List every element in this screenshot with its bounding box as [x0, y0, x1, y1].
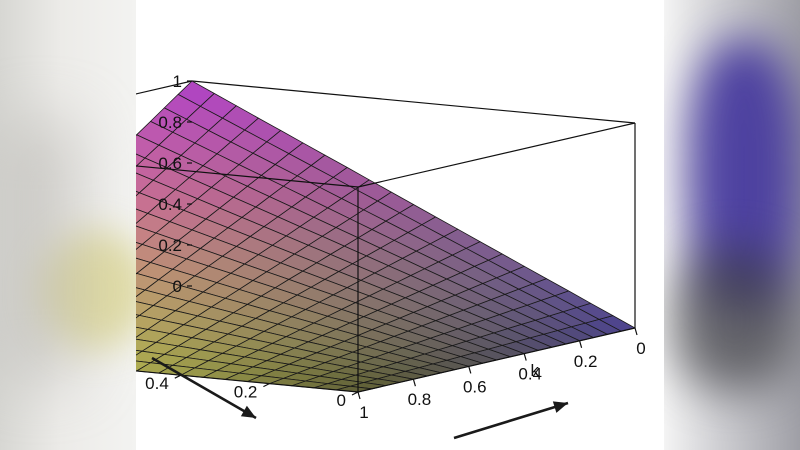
- box-edge-back-1: [191, 80, 636, 124]
- n-tick-label: 0.4: [145, 374, 169, 393]
- surface-cell: [136, 272, 160, 291]
- box-edge-front-1: [357, 122, 636, 188]
- surface-cell: [136, 349, 143, 356]
- surface-cell: [136, 328, 171, 343]
- surface-cell: [136, 192, 162, 214]
- k-tick-label: 1: [359, 403, 368, 422]
- k-tick-label: 0.4: [518, 365, 542, 384]
- surface-cell: [136, 314, 162, 330]
- box-edge-back-2: [136, 80, 193, 95]
- surface-cell: [136, 301, 154, 316]
- arrow-right: [453, 401, 569, 440]
- surface-cell: [136, 212, 171, 234]
- surface-cell: [136, 243, 165, 263]
- k-axis-label: k: [531, 361, 540, 380]
- surface-cell: [136, 208, 149, 224]
- blurred-left-panel: [0, 0, 136, 450]
- surface-cell: [136, 134, 160, 159]
- k-tick-label: 0.6: [463, 377, 487, 396]
- k-tick-mark: [579, 340, 583, 348]
- surface-cell: [136, 272, 138, 275]
- surface-cell: [136, 172, 154, 194]
- surface-cell: [136, 190, 140, 197]
- k-tick-label: 0.2: [574, 352, 598, 371]
- surface-cell: [136, 314, 140, 319]
- z-tick-label: 0.6: [158, 154, 182, 173]
- arrow-left: [151, 356, 257, 420]
- box-edge-front-2: [136, 165, 359, 188]
- surface-chart: 00.20.40.60.8110.80.60.40.20n10.80.60.40…: [136, 72, 646, 440]
- surface-cell: [136, 360, 151, 372]
- surface-cell: [136, 287, 146, 298]
- n-tick-mark: [174, 374, 182, 379]
- n-tick-mark: [351, 391, 359, 396]
- surface-cell: [136, 338, 157, 352]
- k-tick-mark: [412, 379, 416, 387]
- arrow-right-head: [552, 401, 568, 413]
- surface-cell: [136, 242, 143, 250]
- surface-cell: [136, 326, 149, 338]
- box-edge-front-6: [136, 370, 359, 393]
- surface-cell: [136, 157, 168, 181]
- n-tick-mark: [263, 383, 270, 388]
- surface-cell: [136, 289, 168, 306]
- surface-cell: [136, 257, 151, 274]
- z-tick-label: 0: [173, 277, 182, 296]
- z-tick-label: 0.4: [158, 195, 182, 214]
- k-tick-mark: [634, 327, 638, 336]
- k-tick-mark: [523, 353, 527, 361]
- surface-cell: [136, 153, 146, 167]
- box-edge-front-5: [357, 327, 636, 393]
- surface-cell: [136, 225, 157, 245]
- k-tick-mark: [468, 366, 472, 374]
- k-tick-mark: [357, 391, 361, 400]
- plot-area: 00.20.40.60.8110.80.60.40.20n10.80.60.40…: [136, 0, 664, 450]
- n-tick-label: 0: [337, 391, 346, 410]
- blurred-right-panel: [664, 0, 800, 450]
- k-tick-label: 0: [636, 339, 645, 358]
- k-tick-label: 0.8: [408, 390, 432, 409]
- n-tick-label: 0.2: [234, 383, 258, 402]
- z-tick-label: 0.2: [158, 236, 182, 255]
- z-tick-label: 0.8: [158, 113, 182, 132]
- z-tick-label: 1: [173, 72, 182, 91]
- arrow-left-head: [240, 405, 256, 418]
